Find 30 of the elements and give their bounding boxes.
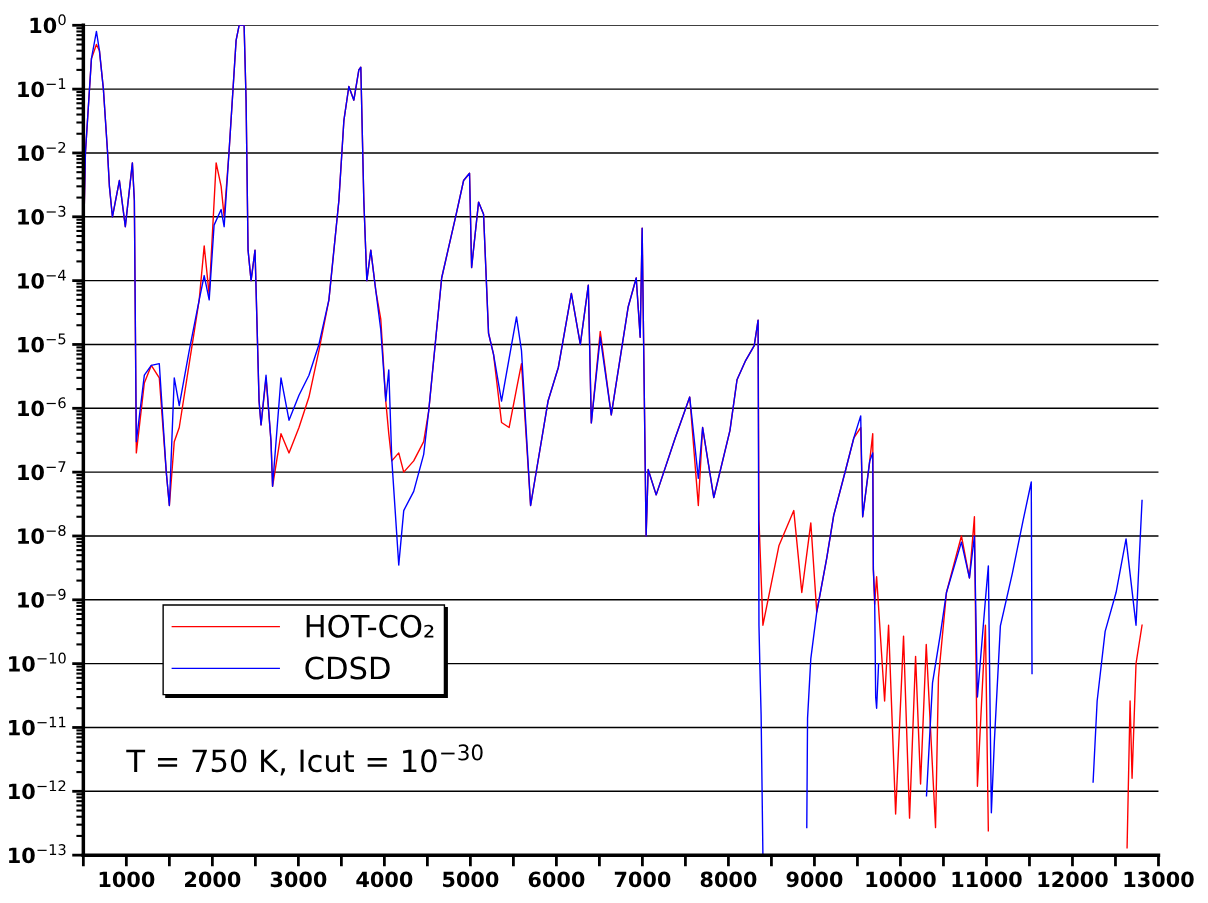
- x-tick-label: 5000: [443, 871, 499, 888]
- y-tick-label: 10$^{−13}$: [9, 844, 66, 864]
- x-tick-label: 10000: [866, 871, 936, 888]
- y-tick-label: 10$^{−6}$: [18, 397, 66, 417]
- legend-label: HOT-CO₂: [306, 614, 434, 638]
- x-tick-label: 3000: [270, 871, 327, 888]
- x-tick-label: 2000: [185, 871, 241, 888]
- x-tick-label: 11000: [952, 871, 1022, 888]
- x-tick-label: 13000: [1124, 871, 1194, 888]
- x-tick-label: 1000: [99, 871, 155, 888]
- y-tick-label: 10$^{−4}$: [18, 269, 66, 289]
- y-tick-label: 10$^{−3}$: [18, 205, 66, 225]
- x-tick-label: 8000: [700, 871, 757, 888]
- annotation: T = 750 K, Icut = 10$^{−30}$: [126, 744, 483, 776]
- y-tick-label: 10$^{−5}$: [18, 333, 66, 353]
- x-tick-label: 6000: [528, 871, 585, 888]
- y-tick-label: 10$^{−2}$: [18, 141, 66, 162]
- x-tick-label: 9000: [786, 871, 843, 888]
- x-tick-label: 4000: [356, 871, 413, 888]
- y-tick-label: 10$^{−8}$: [18, 524, 66, 545]
- x-tick-label: 7000: [614, 871, 671, 888]
- y-tick-label: 10$^{−1}$: [18, 78, 66, 98]
- y-tick-label: 10$^{0}$: [30, 14, 66, 34]
- y-tick-label: 10$^{−7}$: [18, 461, 66, 481]
- y-tick-label: 10$^{−11}$: [9, 716, 66, 736]
- x-tick-label: 12000: [1038, 871, 1108, 888]
- y-tick-label: 10$^{−9}$: [18, 588, 66, 608]
- y-tick-label: 10$^{−12}$: [9, 780, 66, 800]
- legend-label: CDSD: [305, 656, 390, 680]
- y-tick-label: 10$^{−10}$: [9, 652, 66, 672]
